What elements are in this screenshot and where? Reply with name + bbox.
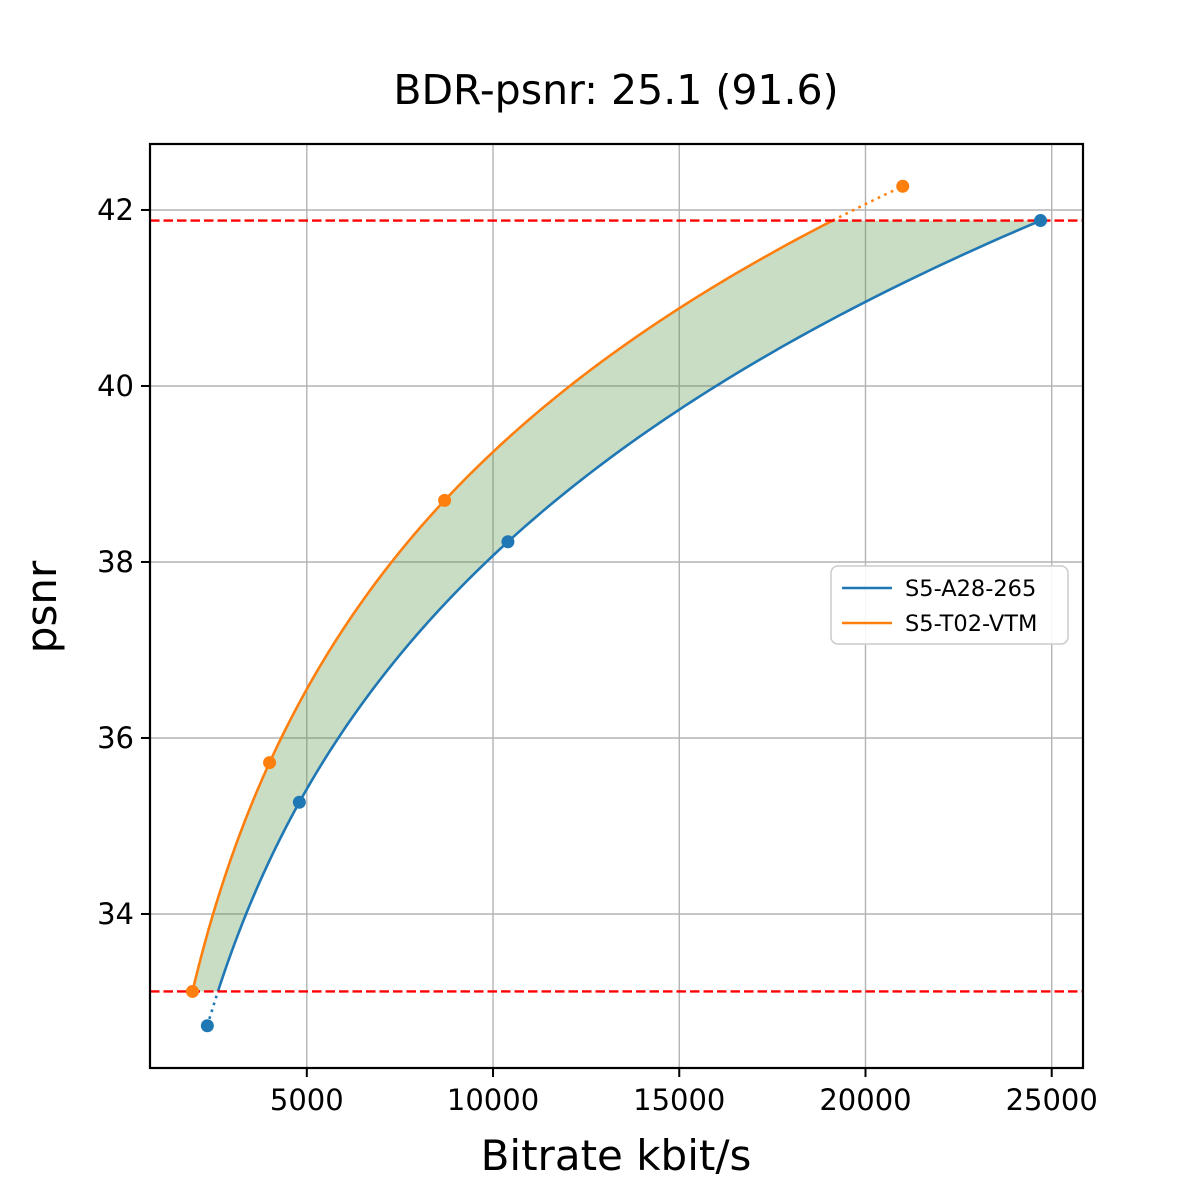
y-tick-label: 34	[97, 897, 134, 931]
legend-frame	[830, 565, 1069, 645]
data-point-marker-s5-a28-265	[292, 795, 306, 809]
curves-layer	[191, 185, 1042, 1027]
grid-layer	[150, 144, 1083, 1068]
series-line-s5-a28-265	[216, 219, 1042, 992]
legend-label-s5-t02-vtm: S5-T02-VTM	[905, 611, 1037, 637]
x-tick-label: 20000	[819, 1083, 911, 1117]
y-tick-label: 36	[97, 721, 134, 755]
series-line-s5-t02-vtm	[191, 219, 834, 992]
x-axis-title: Bitrate kbit/s	[481, 1131, 752, 1180]
x-tick-label: 25000	[1006, 1083, 1098, 1117]
y-tick-label: 42	[97, 193, 134, 227]
y-tick-label: 38	[97, 545, 134, 579]
x-tick-label: 5000	[270, 1083, 344, 1117]
data-point-marker-s5-t02-vtm	[438, 493, 452, 507]
data-point-marker-s5-a28-265	[200, 1019, 214, 1033]
x-tick-label: 15000	[633, 1083, 725, 1117]
ticks-layer: 5000 10000 15000 20000 25000 34 36 38 40 42	[97, 193, 1098, 1117]
legend-label-s5-a28-265: S5-A28-265	[905, 576, 1036, 602]
y-axis-title: psnr	[17, 560, 66, 653]
data-point-marker-s5-a28-265	[1034, 214, 1048, 228]
data-point-marker-s5-t02-vtm	[263, 756, 277, 770]
axes-spine	[148, 142, 1085, 1070]
bd-bounds-layer	[150, 219, 1083, 993]
data-point-marker-s5-a28-265	[501, 535, 515, 549]
series-line-dotted-s5-a28-265	[206, 991, 220, 1027]
data-point-marker-s5-t02-vtm	[185, 984, 199, 998]
legend: S5-A28-265 S5-T02-VTM	[830, 565, 1069, 645]
bd-fill-layer	[192, 220, 1041, 992]
data-point-marker-s5-t02-vtm	[896, 179, 910, 193]
x-tick-label: 10000	[447, 1083, 539, 1117]
y-tick-label: 40	[97, 369, 134, 403]
markers-layer	[185, 179, 1048, 1033]
bd-fill-region	[192, 220, 1041, 992]
chart-title: BDR-psnr: 25.1 (91.6)	[393, 66, 838, 114]
